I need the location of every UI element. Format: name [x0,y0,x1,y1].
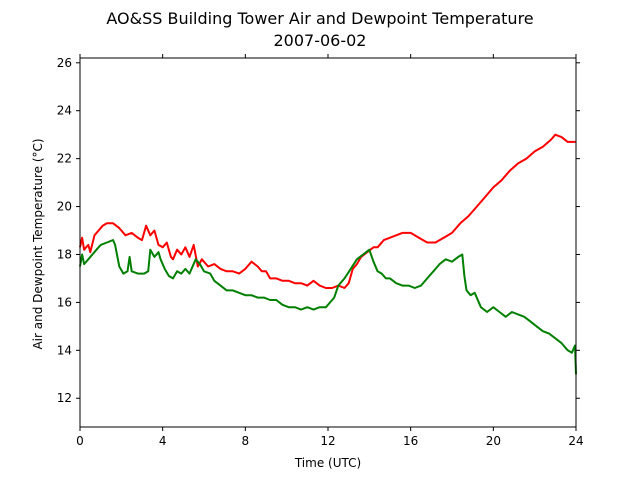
y-tick-label: 18 [57,247,72,261]
series-line-2 [79,239,577,375]
x-tick-label: 8 [242,434,250,448]
x-tick-label: 24 [568,434,583,448]
x-tick-label: 4 [159,434,167,448]
chart-subtitle: 2007-06-02 [274,31,367,50]
y-tick-label: 24 [57,104,72,118]
x-tick-label: 20 [486,434,501,448]
y-tick-label: 22 [57,152,72,166]
y-tick-label: 16 [57,295,72,309]
x-axis-label: Time (UTC) [294,456,361,470]
y-tick-label: 20 [57,200,72,214]
axes-layer: 0 4 8 12 16 20 24 12 14 16 18 20 22 24 26 [57,54,584,448]
series-line-1 [79,133,576,289]
y-tick-label: 26 [57,56,72,70]
y-axis-label: Air and Dewpoint Temperature (°C) [31,138,45,349]
series-layer [79,133,577,375]
y-tick-label: 12 [57,391,72,405]
chart-title: AO&SS Building Tower Air and Dewpoint Te… [106,9,533,28]
plot-background [80,58,576,427]
x-tick-label: 16 [403,434,418,448]
y-tick-label: 14 [57,343,72,357]
plot-area [80,58,576,427]
x-tick-label: 0 [76,434,84,448]
x-tick-label: 12 [320,434,335,448]
